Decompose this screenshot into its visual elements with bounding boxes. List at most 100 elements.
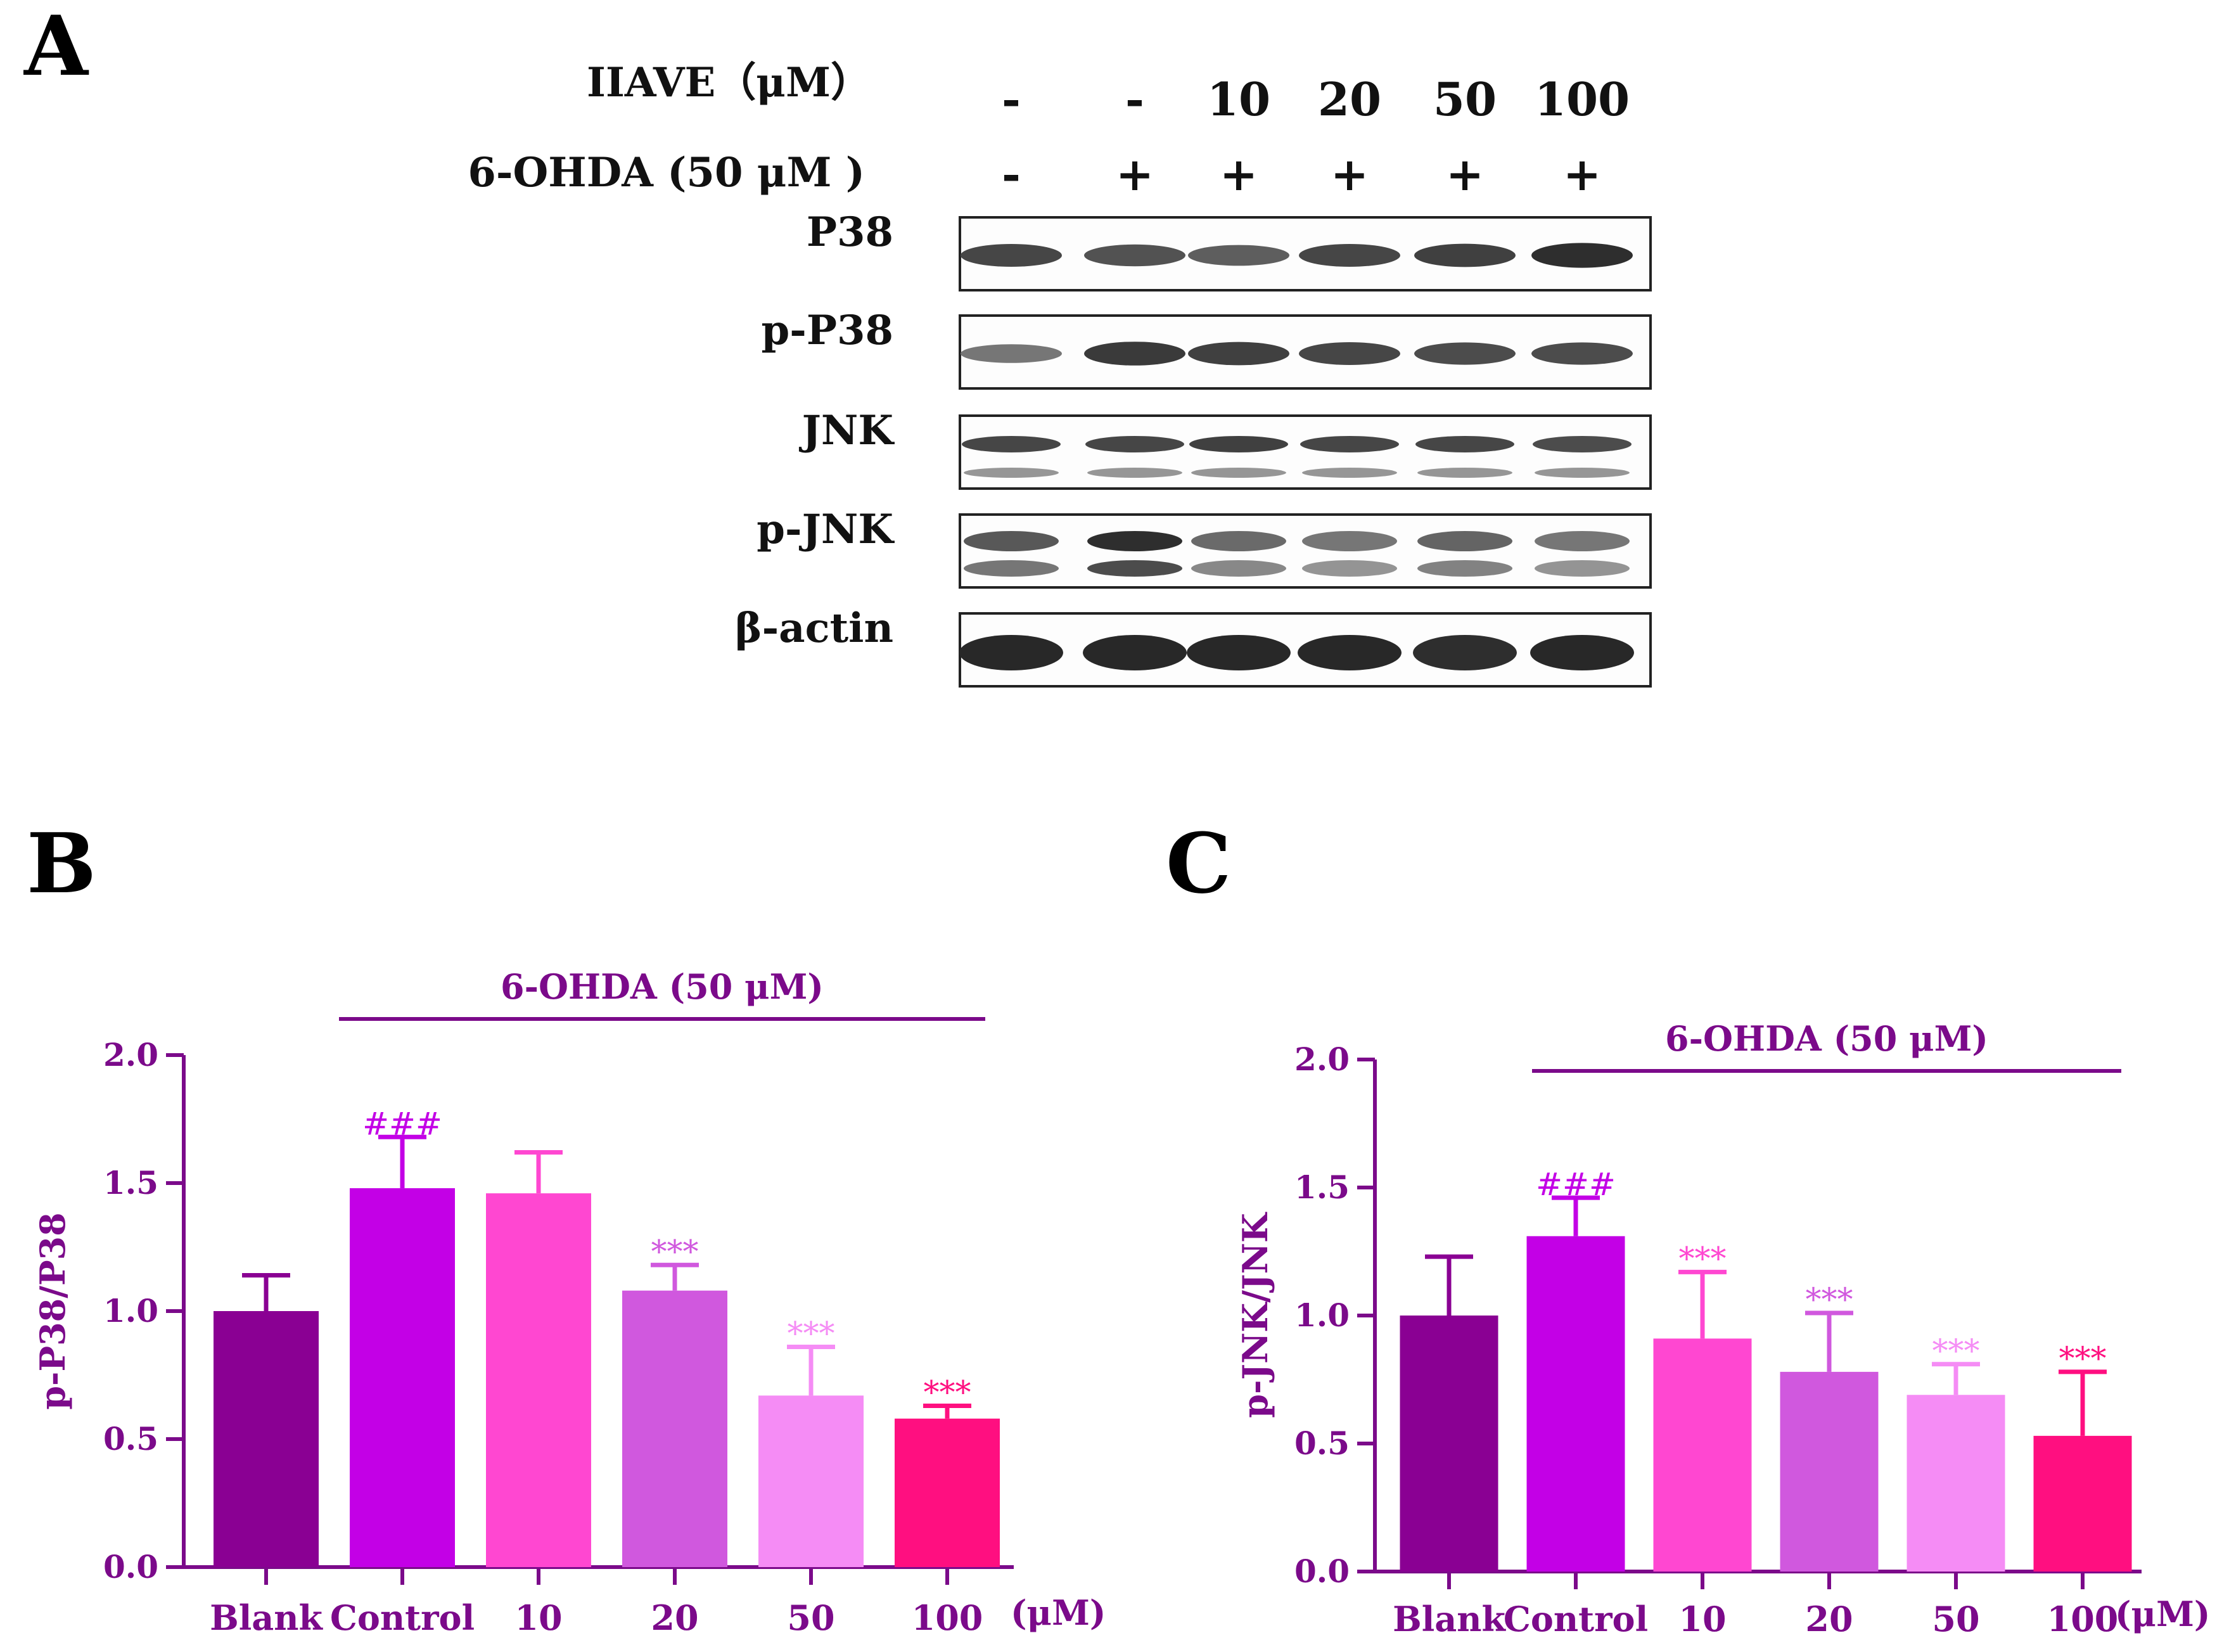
ohda-lane-value: +	[1220, 147, 1258, 201]
iiave-lane-value: 20	[1318, 72, 1381, 126]
panel-label-c: C	[1166, 815, 1231, 912]
band	[961, 244, 1062, 267]
significance-marker: ***	[651, 1233, 699, 1270]
significance-marker: ***	[1679, 1240, 1727, 1277]
panel-label-a: A	[23, 0, 89, 94]
chart-p-jnk-ratio: 6-OHDA (50 μM) p-JNK/JNK (μM) 0.0 0.5 1.0 1…	[1235, 1018, 2210, 1639]
x-tick-label: 10	[514, 1598, 562, 1638]
y-tick-label: 2.0	[1294, 1041, 1350, 1078]
band	[1299, 244, 1400, 267]
band	[964, 468, 1059, 478]
band	[1535, 531, 1630, 551]
band	[1413, 635, 1517, 670]
panel-label-b: B	[27, 815, 96, 912]
ohda-row-label: 6-OHDA (50 μM )	[468, 149, 865, 196]
band-labels: P38 p-P38 JNK p-JNK β-actin	[735, 208, 895, 652]
significance-marker: ***	[924, 1374, 971, 1411]
band	[961, 344, 1062, 363]
x-tick-label: 100	[912, 1598, 983, 1638]
bar	[486, 1193, 591, 1567]
band	[1533, 436, 1632, 452]
band	[1417, 468, 1512, 478]
y-axis-label: p-JNK/JNK	[1235, 1212, 1275, 1418]
band	[1298, 635, 1402, 670]
x-tick-label: 10	[1678, 1599, 1726, 1639]
significance-marker: ###	[1536, 1166, 1616, 1203]
band-label: β-actin	[735, 605, 893, 652]
bar	[895, 1418, 1000, 1567]
chart-marks: 0.0 0.5 1.0 1.5 2.0 Blank ### Control *** 10 *** 20…	[1294, 1041, 2142, 1639]
bar	[1906, 1395, 2005, 1572]
unit-label: (μM)	[1011, 1592, 1106, 1633]
band	[1414, 342, 1516, 365]
band	[1417, 560, 1512, 577]
y-tick-label: 0.0	[1294, 1553, 1350, 1590]
y-tick-label: 0.5	[103, 1420, 158, 1457]
x-tick-label: 50	[1932, 1599, 1979, 1639]
ohda-lane-value: +	[1331, 147, 1369, 201]
band-label: p-P38	[762, 307, 894, 354]
y-tick-label: 1.0	[103, 1292, 158, 1329]
iiave-lane-value: -	[1002, 72, 1021, 126]
band-label: P38	[807, 208, 893, 256]
band	[1417, 531, 1512, 551]
y-tick-label: 1.5	[103, 1164, 158, 1201]
band	[1087, 468, 1182, 478]
x-tick-label: 50	[787, 1598, 834, 1638]
band	[959, 635, 1063, 670]
significance-marker: ***	[788, 1316, 835, 1352]
bar	[214, 1311, 319, 1567]
band	[1531, 342, 1633, 365]
x-tick-label: 20	[651, 1598, 698, 1638]
chart-p-p38-ratio: 6-OHDA (50 μM) p-P38/P38 (μM) 0.0 0.5 1.0 1…	[32, 966, 1106, 1638]
band	[1302, 560, 1397, 577]
band-box	[959, 513, 1652, 589]
ohda-lane-value: -	[1002, 147, 1021, 201]
band	[1415, 436, 1514, 452]
band-label: JNK	[799, 407, 895, 454]
band	[1531, 243, 1633, 268]
band	[1187, 635, 1291, 670]
x-tick-label: Blank	[210, 1598, 323, 1638]
iiave-row-label: IIAVE（μM）	[587, 59, 871, 106]
bar	[622, 1290, 727, 1567]
iiave-lane-value: 50	[1433, 72, 1497, 126]
band	[964, 560, 1059, 577]
band	[1189, 436, 1288, 452]
ohda-lane-value: +	[1116, 147, 1154, 201]
iiave-lane-value: 10	[1207, 72, 1270, 126]
bar	[1526, 1236, 1625, 1572]
band	[1191, 560, 1286, 577]
band	[1084, 342, 1185, 366]
band	[1302, 468, 1397, 478]
band	[1084, 244, 1185, 267]
lane-headers: - - 10 20 50 100 - + + + + +	[1002, 72, 1630, 201]
y-tick-label: 0.0	[103, 1548, 158, 1585]
x-tick-label: 20	[1805, 1599, 1853, 1639]
band	[1087, 560, 1182, 577]
significance-marker: ###	[362, 1105, 442, 1142]
band	[962, 436, 1061, 452]
x-tick-label: 100	[2047, 1599, 2119, 1639]
band	[1300, 436, 1399, 452]
ohda-lane-value: +	[1446, 147, 1484, 201]
bar	[1780, 1371, 1879, 1572]
iiave-lane-value: -	[1125, 72, 1144, 126]
band	[1530, 635, 1634, 670]
band-box	[959, 414, 1652, 490]
bracket-label: 6-OHDA (50 μM)	[1665, 1018, 1988, 1059]
bar	[2033, 1435, 2132, 1572]
band	[964, 531, 1059, 551]
y-tick-label: 0.5	[1294, 1425, 1350, 1462]
y-axis-label: p-P38/P38	[32, 1212, 73, 1409]
band	[1188, 342, 1289, 366]
band	[1087, 531, 1182, 551]
y-tick-label: 1.0	[1294, 1297, 1350, 1334]
bracket-label: 6-OHDA (50 μM)	[501, 966, 824, 1007]
x-tick-label: Blank	[1393, 1599, 1506, 1639]
chart-marks: 0.0 0.5 1.0 1.5 2.0 Blank ### Control 10 *** 20 ***…	[103, 1036, 1014, 1638]
band	[1535, 468, 1630, 478]
significance-marker: ***	[1932, 1333, 1980, 1369]
band-boxes	[959, 216, 1652, 688]
